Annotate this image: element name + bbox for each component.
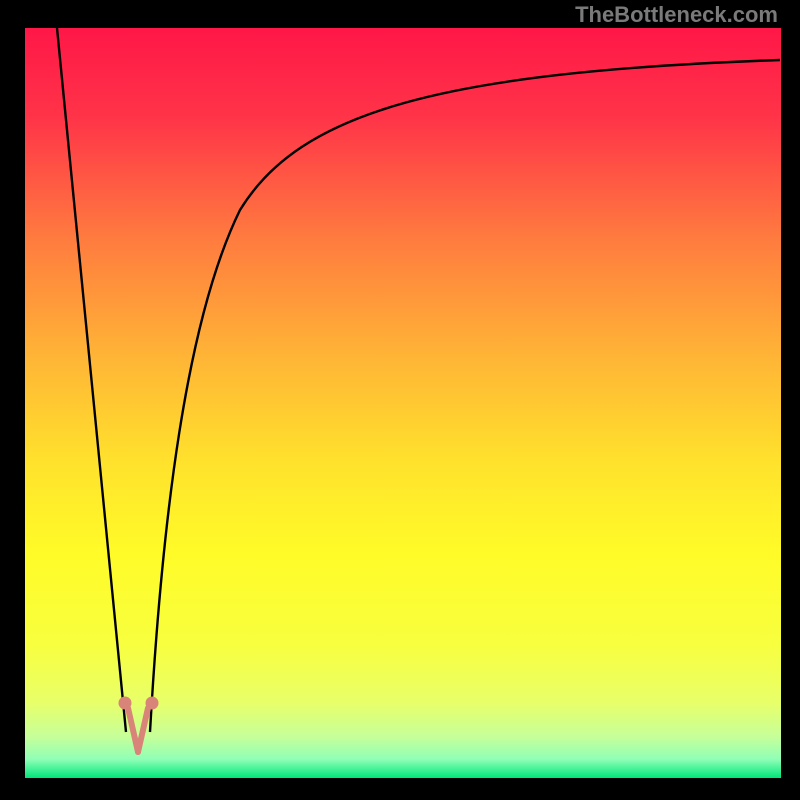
watermark-text: TheBottleneck.com xyxy=(575,2,778,28)
frame-border xyxy=(782,0,800,800)
frame-border xyxy=(0,778,800,800)
frame-border xyxy=(0,0,25,800)
gradient-plot xyxy=(25,28,781,778)
